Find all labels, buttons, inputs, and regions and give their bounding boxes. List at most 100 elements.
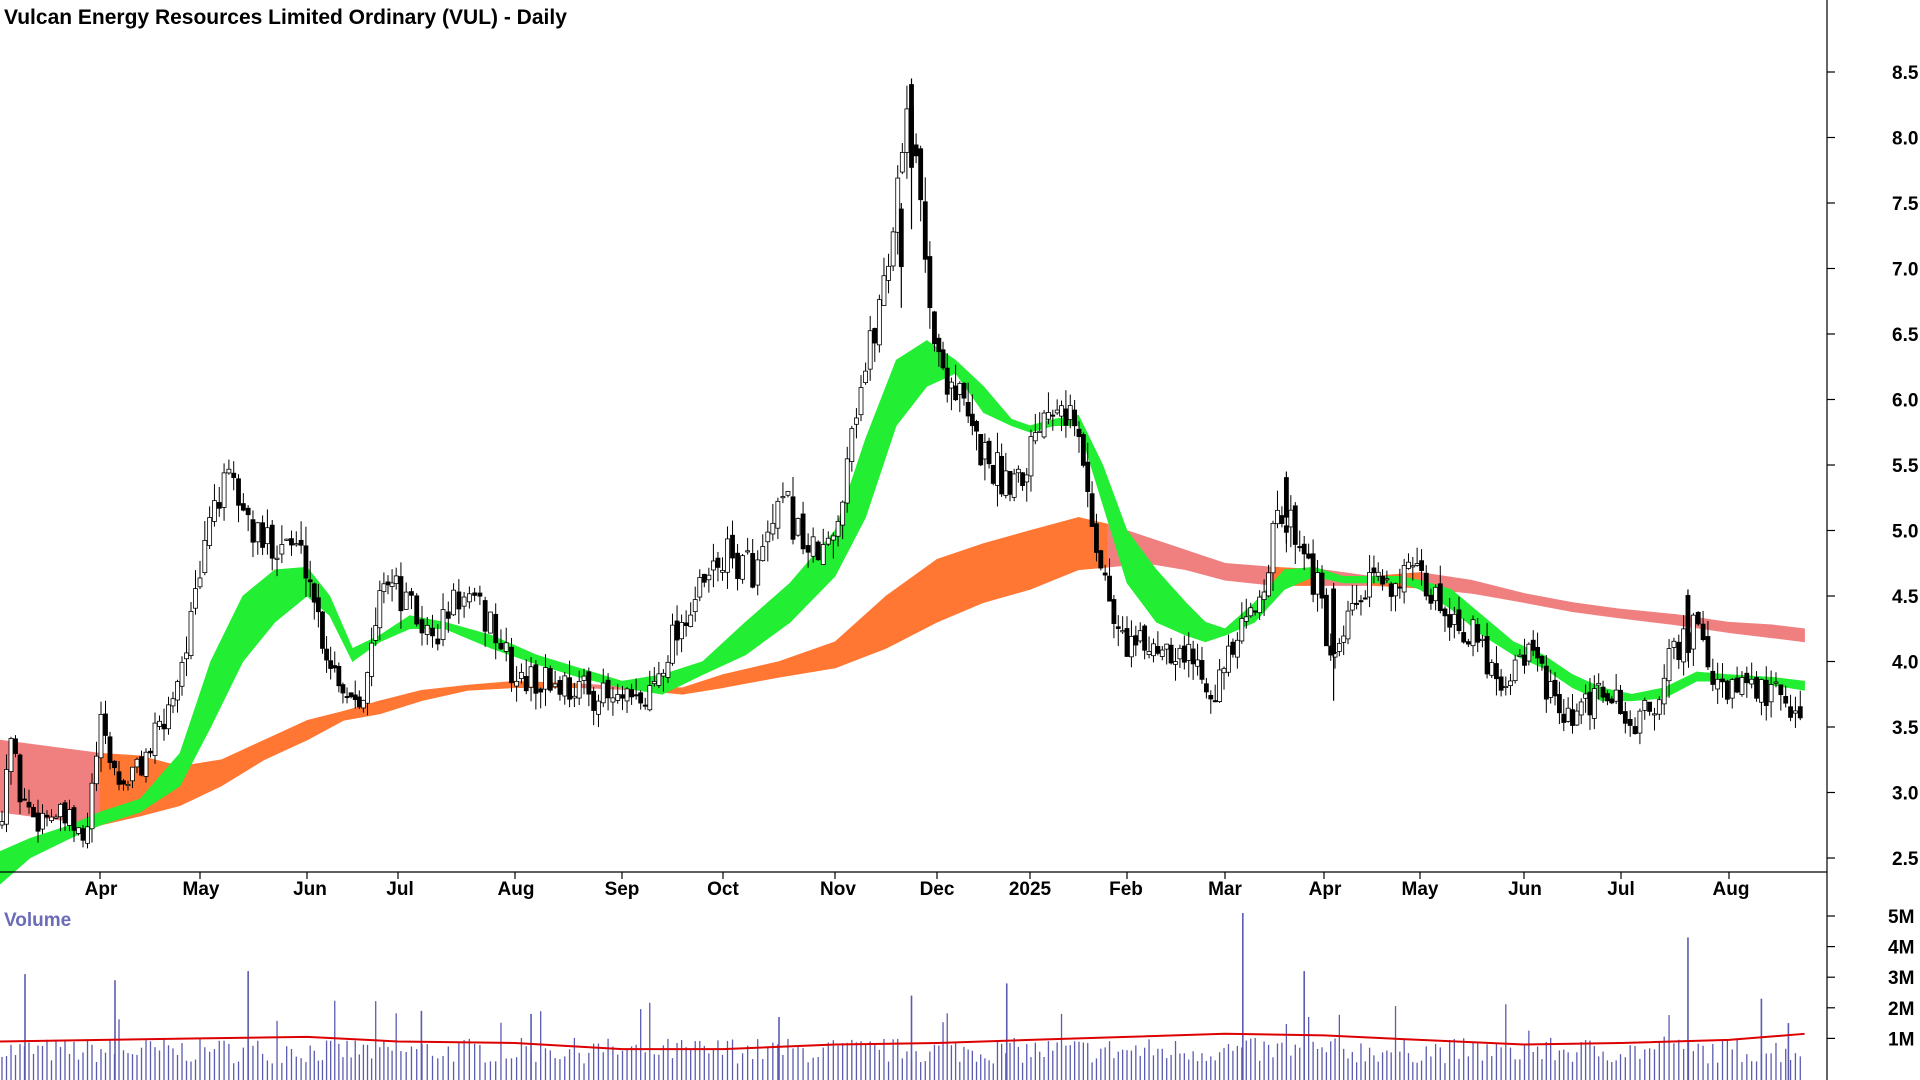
x-tick-label: 2025 [1009,879,1052,900]
candle-body [1226,645,1231,673]
candle-body [202,539,208,574]
price-y-tick-label: 2.5 [1892,849,1919,870]
candle-body [1759,679,1764,703]
candle-body [1526,643,1532,662]
candle-body [990,464,996,484]
candle-body [765,531,771,543]
candle-body [121,780,126,785]
slow-ribbon-segment [1185,549,1226,581]
candle-body [231,472,237,478]
candle-body [730,534,735,559]
candle-body [740,555,745,580]
candle-body [1003,470,1009,496]
candle-body [715,557,721,568]
candle-body [701,573,707,583]
candle-body [212,500,217,522]
fast-ribbon-segment [210,595,244,728]
candle-body [289,538,294,546]
candle-body [1341,635,1347,643]
candle-body [1574,710,1580,726]
candle-body [1336,643,1342,652]
candle-body [356,696,362,708]
candle-body [445,611,451,619]
candle-body [519,671,524,679]
fast-ribbon-segment [1156,569,1187,636]
candle-body [1059,405,1064,417]
candle-body [1230,641,1236,655]
candle-body [978,434,984,466]
price-y-tick-label: 3.0 [1892,784,1918,805]
candle-body [957,382,963,395]
slow-ribbon-segment [1471,579,1525,603]
candle-body [315,597,321,613]
candle-body [76,827,81,834]
candle-body [461,596,467,607]
candle-body [1186,643,1192,661]
candle-body [1401,565,1407,593]
candle-body [825,537,831,545]
candle-body [1749,678,1755,685]
candle-body [1557,694,1562,714]
candle-body [665,661,671,678]
candle-body [17,754,23,803]
candle-body [775,500,781,529]
candle-body [576,681,582,699]
candle-body [1221,667,1227,674]
candle-body [1208,694,1214,700]
candle-body [697,577,703,598]
candle-body [1362,597,1368,600]
fast-ribbon-segment [865,360,897,518]
candle-body [944,367,950,395]
candle-body [1583,693,1588,699]
candle-body [1345,610,1351,640]
candle-body [85,826,90,844]
candle-body [1107,575,1112,602]
candle-body [1778,684,1784,696]
candle-body [414,595,420,625]
candle-body [810,536,816,557]
candle-body [1217,669,1223,702]
candle-body [1151,643,1156,657]
candle-body [1552,679,1558,697]
candle-body [1375,571,1381,577]
candle-body [1173,661,1178,665]
candle-body [1177,647,1183,660]
candle-body [1371,567,1377,574]
fast-ribbon-segment [1771,676,1805,691]
x-tick-label: Jun [293,879,327,900]
candle-body [969,413,975,427]
candle-body [1720,678,1725,683]
candle-body [1319,572,1325,599]
candle-body [610,697,616,703]
x-tick-label: Dec [920,879,955,900]
volume-panel [0,912,1805,1080]
candle-body [143,751,149,777]
candle-body [1561,713,1567,723]
candle-body [552,683,558,688]
candle-body [377,590,383,629]
candle-body [503,642,509,652]
candle-body [1266,572,1271,597]
candle-body [216,502,222,509]
candle-body [125,784,131,787]
candle-body [1164,643,1170,650]
candle-body [800,513,806,550]
fast-ribbon-segment [1205,621,1226,643]
candle-body [1324,594,1329,647]
candle-body [352,694,358,701]
candle-body [80,828,86,841]
candle-body [1067,405,1073,420]
candle-body [543,667,548,690]
candle-body [1181,645,1187,663]
candle-body [1301,543,1307,555]
candle-body [482,600,488,632]
candle-body [615,694,621,701]
candle-body [1331,588,1336,655]
price-y-tick-label: 8.0 [1892,129,1918,150]
candle-body [965,401,971,417]
price-y-tick-label: 7.5 [1892,194,1919,215]
chart-title: Vulcan Energy Resources Limited Ordinary… [4,6,567,29]
candle-body [1279,515,1285,524]
candle-body [1428,594,1434,604]
candle-body [1609,698,1615,704]
